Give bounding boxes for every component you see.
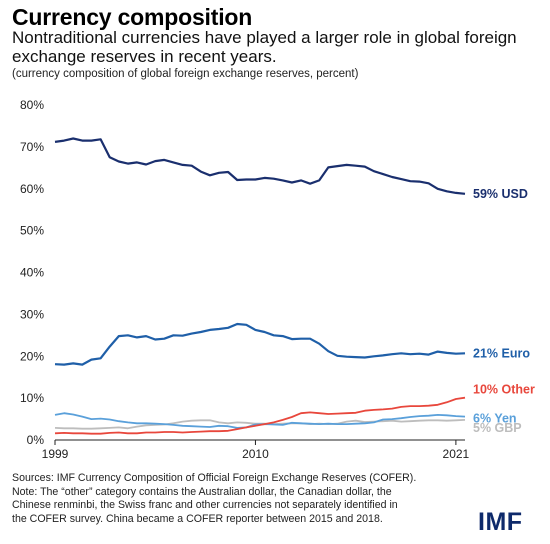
x-tick-label: 2021 [443,447,470,461]
series-line-usd [54,137,466,195]
x-tick-label: 2010 [242,447,269,461]
y-tick-label: 10% [20,391,44,405]
y-tick-label: 80% [20,98,44,112]
notes-line: Note: The “other” category contains the … [12,485,392,498]
series-end-label-usd: 59% USD [473,187,528,201]
chart-title: Currency composition [12,4,253,30]
y-tick-label: 70% [20,140,44,154]
chart-notes: Sources: IMF Currency Composition of Off… [12,472,462,526]
series-end-label-yen: 6% Yen [473,412,517,426]
series-end-label-other: 10% Other [473,383,535,397]
chart-caption: (currency composition of global foreign … [12,68,359,80]
series-end-label-gbp: 5% GBP [473,421,522,435]
y-tick-label: 0% [27,433,45,447]
imf-logo: IMF [478,508,523,536]
line-chart: 0% 10% 20% 30% 40% 50% 60% 70% 80% 1999 2010 2021 59… [20,98,535,461]
y-tick-label: 50% [20,224,44,238]
notes-line: the COFER survey. China became a COFER r… [12,512,383,525]
y-tick-label: 20% [20,349,44,363]
y-tick-label: 30% [20,307,44,321]
x-tick-label: 1999 [42,447,69,461]
y-tick-label: 60% [20,182,44,196]
chart-subtitle: Nontraditional currencies have played a … [12,28,517,66]
series-end-label-euro: 21% Euro [473,346,530,360]
series-line-euro [54,322,466,366]
y-tick-label: 40% [20,266,44,280]
notes-line: Sources: IMF Currency Composition of Off… [12,472,417,484]
series-line-other [54,396,466,435]
notes-line: Chinese renminbi, the Swiss franc and ot… [12,499,398,511]
